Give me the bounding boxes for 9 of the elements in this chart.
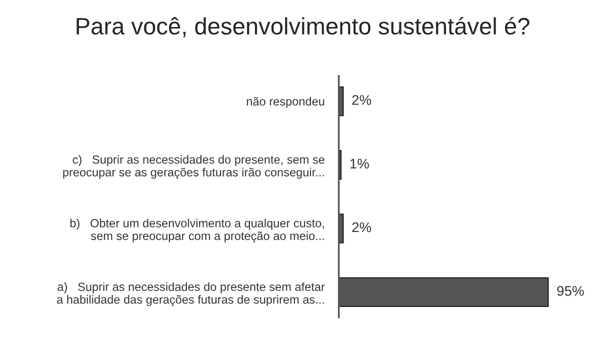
data-label: 2% [352,222,372,232]
chart-title: Para você, desenvolvimento sustentável é? [76,16,530,38]
data-label: 95% [557,286,584,296]
y-tick-label: b) Obter um desenvolvimento a qualquer custo, sem se preocupar com a proteção ao meio... [70,218,324,242]
y-tick-label: não respondeu [246,96,324,108]
data-label: 1% [350,158,369,169]
data-label: 2% [352,95,372,105]
y-tick-label: a) Suprir as necessidades do presente sem afetar a habilidade das gerações futuras de suprirem as... [57,282,325,306]
y-tick-label: c) Suprir as necessidades do presente, sem se preocupar se as gerações futuras irão conseguir... [63,155,324,179]
